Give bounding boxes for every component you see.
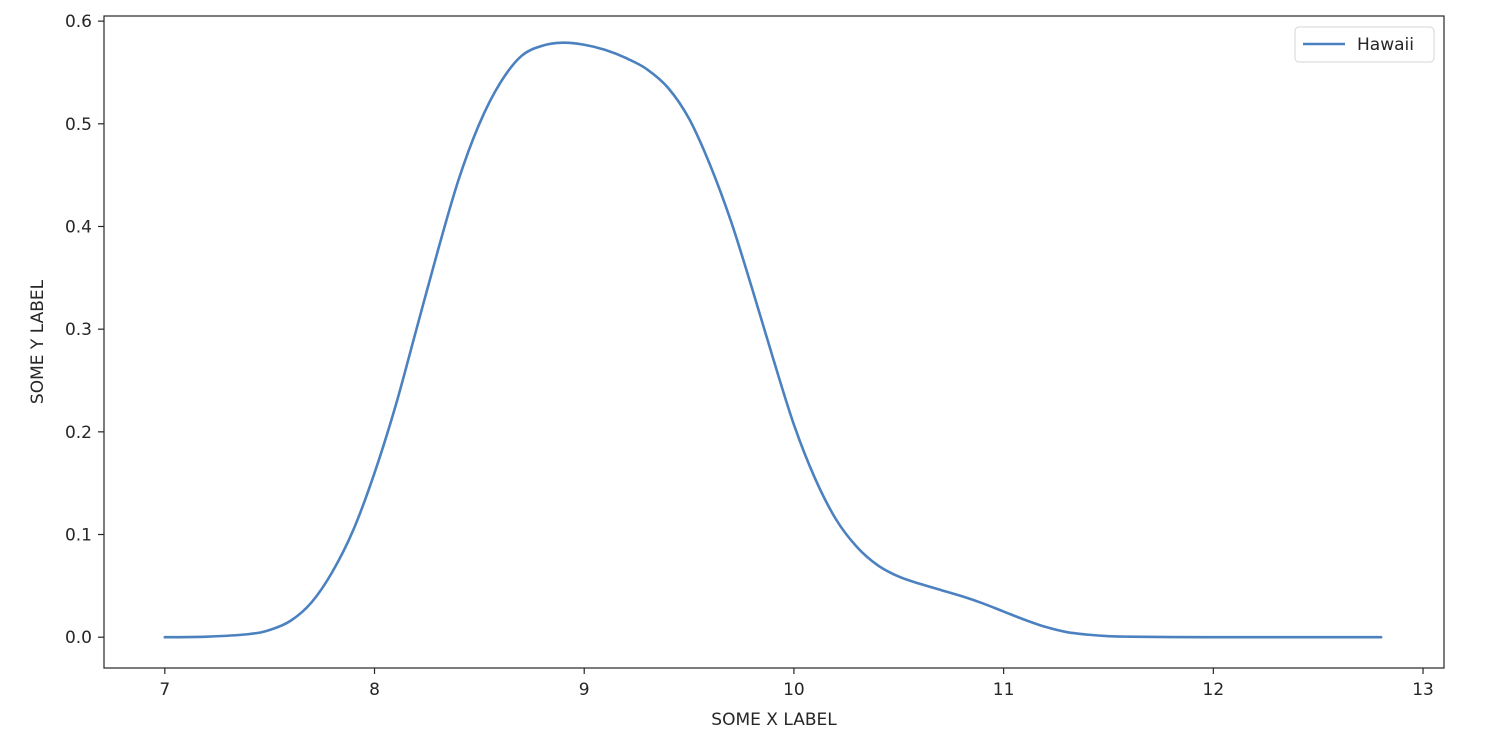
y-tick-label: 0.3	[65, 320, 92, 340]
x-tick-label: 8	[369, 680, 380, 700]
y-tick-label: 0.2	[65, 423, 92, 443]
y-tick-label: 0.6	[65, 12, 92, 32]
x-axis-ticks: 7 8 9 10 11 12 13	[159, 668, 1434, 700]
x-tick-label: 9	[579, 680, 590, 700]
y-axis-label: SOME Y LABEL	[28, 279, 48, 404]
x-tick-label: 11	[993, 680, 1015, 700]
x-axis-label: SOME X LABEL	[711, 710, 837, 730]
x-tick-label: 12	[1203, 680, 1225, 700]
plot-area	[104, 16, 1444, 668]
series-line-hawaii	[163, 41, 1383, 639]
legend-box	[1294, 26, 1435, 63]
plot-frame	[103, 15, 1445, 669]
y-tick-label: 0.4	[65, 217, 92, 237]
y-tick-label: 0.1	[65, 526, 92, 546]
y-axis-ticks: 0.0 0.1 0.2 0.3 0.4 0.5 0.6	[65, 12, 104, 648]
x-tick-label: 13	[1412, 680, 1434, 700]
x-tick-label: 10	[783, 680, 805, 700]
legend-label-hawaii: Hawaii	[1357, 35, 1414, 55]
y-tick-label: 0.0	[65, 628, 92, 648]
series-layer	[163, 41, 1383, 639]
legend: Hawaii	[1294, 26, 1435, 63]
y-tick-label: 0.5	[65, 115, 92, 135]
x-tick-label: 7	[159, 680, 170, 700]
